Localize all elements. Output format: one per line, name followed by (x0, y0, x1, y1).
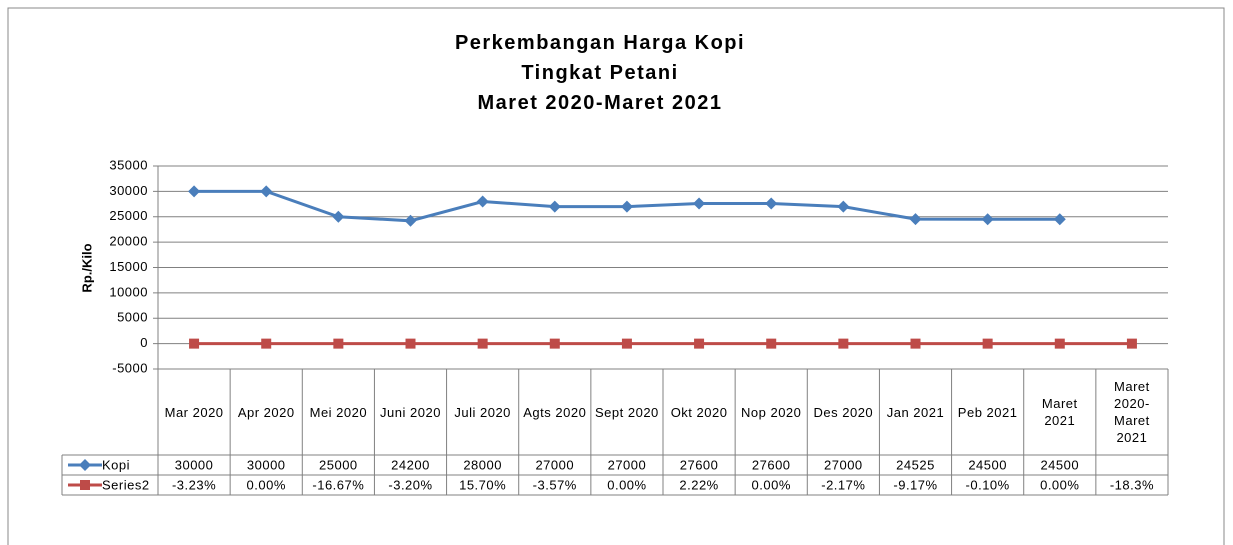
point (909, 213, 922, 226)
point (982, 338, 993, 349)
point (981, 213, 994, 226)
table-value: 24500 (1040, 457, 1079, 472)
point (405, 338, 416, 349)
y-tick-label: 0 (140, 335, 148, 350)
point (765, 197, 778, 210)
table-value: 25000 (319, 457, 358, 472)
table-value: 30000 (175, 457, 214, 472)
point (404, 214, 417, 227)
table-value: -2.17% (821, 477, 865, 492)
x-tick-label: Agts 2020 (523, 404, 587, 420)
point (549, 338, 560, 349)
point (694, 338, 705, 349)
x-tick-label: Maret 2021 (1041, 396, 1078, 428)
y-tick-label: 35000 (109, 157, 148, 172)
table-value: 27600 (680, 457, 719, 472)
x-tick-label: Sept 2020 (595, 404, 659, 420)
x-tick-label: Juli 2020 (454, 404, 511, 420)
table-value: 27000 (608, 457, 647, 472)
table-value: -18.3% (1110, 477, 1154, 492)
y-tick-label: 30000 (109, 183, 148, 198)
table-value: 27000 (824, 457, 863, 472)
table-value: -3.23% (172, 477, 216, 492)
point (693, 197, 706, 210)
point (620, 200, 633, 213)
x-tick-label: Maret 2020-Maret 2021 (1114, 379, 1150, 445)
point (910, 338, 921, 349)
point (837, 200, 850, 213)
table-value: 0.00% (1040, 477, 1079, 492)
x-tick-label: Apr 2020 (237, 404, 295, 420)
y-tick-label: 25000 (109, 208, 148, 223)
point (260, 185, 273, 198)
table-value: 30000 (247, 457, 286, 472)
chart-title: Tingkat Petani (521, 62, 679, 84)
y-tick-label: 5000 (117, 310, 148, 325)
point (1053, 213, 1066, 226)
table-value: -9.17% (893, 477, 937, 492)
point (621, 338, 632, 349)
y-tick-label: 15000 (109, 259, 148, 274)
table-value: 2.22% (679, 477, 718, 492)
point (1054, 338, 1065, 349)
x-tick-label: Juni 2020 (380, 404, 441, 420)
point (332, 210, 345, 223)
point (189, 338, 200, 349)
chart-title: Perkembangan Harga Kopi (454, 32, 746, 54)
point (838, 338, 849, 349)
point (477, 338, 488, 349)
point (476, 195, 489, 208)
x-tick-label: Okt 2020 (670, 404, 728, 420)
point (1126, 338, 1137, 349)
point (766, 338, 777, 349)
table-value: -16.67% (312, 477, 364, 492)
point (333, 338, 344, 349)
y-tick-label: 20000 (109, 234, 148, 249)
point (261, 338, 272, 349)
table-value: 0.00% (607, 477, 646, 492)
table-value: 24200 (391, 457, 430, 472)
table-value: 24525 (896, 457, 935, 472)
table-value: 0.00% (752, 477, 791, 492)
y-tick-label: 10000 (109, 284, 148, 299)
legend-marker (80, 480, 90, 490)
y-tick-label: -5000 (112, 360, 148, 375)
legend-label: Kopi (102, 457, 130, 472)
table-value: -3.20% (388, 477, 432, 492)
x-tick-label: Jan 2021 (886, 404, 945, 420)
table-value: 0.00% (247, 477, 286, 492)
table-value: -3.57% (533, 477, 577, 492)
table-value: -0.10% (966, 477, 1010, 492)
legend-marker (79, 459, 91, 471)
x-tick-label: Mar 2020 (164, 404, 224, 420)
point (188, 185, 201, 198)
point (548, 200, 561, 213)
x-tick-label: Des 2020 (813, 404, 874, 420)
table-value: 28000 (463, 457, 502, 472)
table-value: 27000 (535, 457, 574, 472)
x-tick-label: Peb 2021 (957, 404, 1018, 420)
y-axis-label: Rp./Kilo (79, 243, 94, 292)
x-tick-label: Nop 2020 (741, 404, 802, 420)
table-value: 27600 (752, 457, 791, 472)
chart-title: Maret 2020-Maret 2021 (477, 92, 723, 114)
x-tick-label: Mei 2020 (309, 404, 368, 420)
chart-border (7, 7, 1225, 545)
table-value: 15.70% (459, 477, 506, 492)
table-value: 24500 (968, 457, 1007, 472)
legend-label: Series2 (102, 477, 150, 492)
